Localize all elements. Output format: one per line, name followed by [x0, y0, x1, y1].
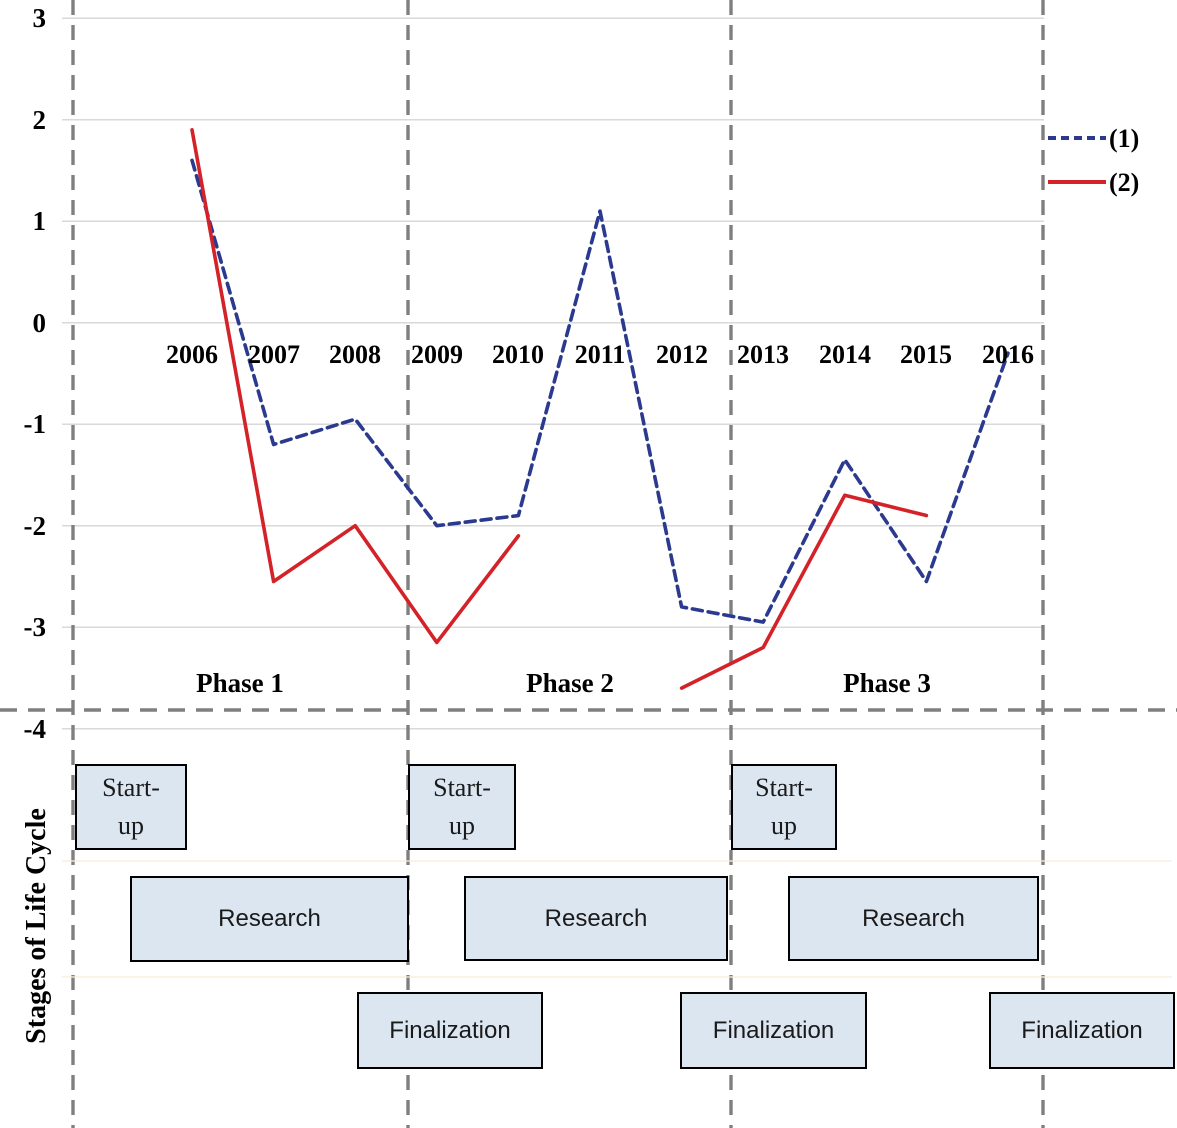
- stage-box-label: Start-up: [433, 773, 491, 840]
- x-tick-label: 2009: [411, 340, 463, 369]
- stage-box-label: Finalization: [712, 1016, 835, 1044]
- stages-axis-title: Stages of Life Cycle: [21, 808, 52, 1044]
- stage-box-label: Start-up: [755, 773, 813, 840]
- phase-2-label: Phase 2: [526, 668, 614, 698]
- stage-row-separator: [62, 976, 1172, 978]
- x-tick-label: 2007: [248, 340, 300, 369]
- legend-item-series1-label: (1): [1109, 124, 1140, 153]
- x-tick-label: 2013: [737, 340, 789, 369]
- x-tick-label: 2011: [574, 340, 626, 369]
- x-tick-label: 2010: [492, 340, 544, 369]
- stage-box-finalization-phase3: Finalization: [989, 992, 1175, 1069]
- stage-box-startup-phase2: Start-up: [408, 764, 516, 850]
- stage-box-research-phase2: Research: [464, 876, 728, 961]
- stage-box-label: Start-up: [102, 773, 160, 840]
- stage-box-finalization-phase1: Finalization: [357, 992, 543, 1069]
- stage-box-label: Research: [544, 904, 648, 932]
- y-tick-label: 2: [32, 105, 47, 135]
- x-tick-label: 2016: [982, 340, 1034, 369]
- stage-box-startup-phase1: Start-up: [75, 764, 187, 850]
- x-tick-label: 2014: [819, 340, 871, 369]
- stage-box-label: Research: [218, 905, 321, 932]
- phase-3-label: Phase 3: [843, 668, 931, 698]
- y-tick-label: -1: [23, 409, 47, 439]
- x-tick-label: 2012: [656, 340, 708, 369]
- x-tick-label: 2015: [900, 340, 952, 369]
- y-tick-label: -2: [23, 511, 47, 541]
- series-line-2: [190, 128, 521, 645]
- stage-box-research-phase1: Research: [130, 876, 409, 962]
- stage-box-label: Finalization: [389, 1016, 511, 1044]
- y-tick-label: 0: [32, 308, 47, 338]
- stage-box-finalization-phase2: Finalization: [680, 992, 867, 1069]
- y-tick-label: -3: [23, 612, 47, 642]
- y-tick-label: 3: [32, 3, 47, 33]
- phase-1-label: Phase 1: [196, 668, 284, 698]
- stage-box-label: Research: [862, 904, 965, 932]
- legend-item-series2-label: (2): [1109, 168, 1140, 197]
- stage-box-research-phase3: Research: [788, 876, 1039, 961]
- stage-box-startup-phase3: Start-up: [731, 764, 837, 850]
- series-line-2: [679, 493, 929, 690]
- stage-row-separator: [62, 860, 1172, 862]
- y-tick-label: -4: [23, 714, 47, 744]
- y-tick-label: 1: [32, 206, 47, 236]
- x-tick-label: 2006: [166, 340, 218, 369]
- x-tick-label: 2008: [329, 340, 381, 369]
- stage-box-label: Finalization: [1021, 1016, 1143, 1044]
